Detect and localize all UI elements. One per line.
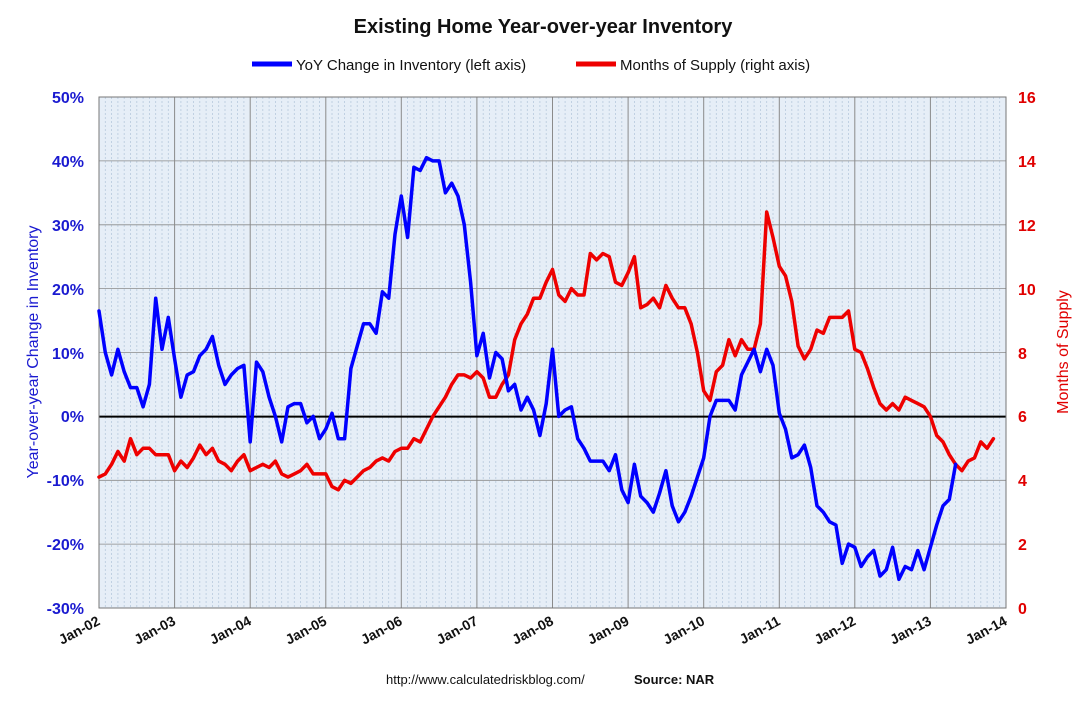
series-line-months-supply xyxy=(97,210,996,492)
x-tick-label: Jan-08 xyxy=(509,612,556,647)
x-tick-label: Jan-11 xyxy=(737,612,783,647)
legend-label-yoy: YoY Change in Inventory (left axis) xyxy=(296,57,526,74)
x-tick-label: Jan-04 xyxy=(207,612,254,647)
y-left-tick-label: 20% xyxy=(52,282,84,299)
y-left-tick-label: 0% xyxy=(61,409,84,426)
y-left-axis-title: Year-over-year Change in Inventory xyxy=(25,226,42,479)
y-right-tick-label: 12 xyxy=(1018,218,1036,235)
chart-title: Existing Home Year-over-year Inventory xyxy=(354,16,734,38)
y-left-tick-label: 50% xyxy=(52,90,84,107)
x-tick-label: Jan-14 xyxy=(963,612,1010,647)
y-right-tick-label: 2 xyxy=(1018,537,1027,554)
y-right-ticks: 16 14 12 10 8 6 4 2 0 xyxy=(1018,90,1036,618)
source-note: http://www.calculatedriskblog.com/ Sourc… xyxy=(386,672,715,687)
series-layer xyxy=(97,155,996,582)
y-left-tick-label: 10% xyxy=(52,346,84,363)
y-right-tick-label: 6 xyxy=(1018,409,1027,426)
y-right-tick-label: 14 xyxy=(1018,154,1036,171)
y-right-tick-label: 16 xyxy=(1018,90,1036,107)
y-right-tick-label: 8 xyxy=(1018,346,1027,363)
x-ticks: Jan-02 Jan-03 Jan-04 Jan-05 Jan-06 Jan-0… xyxy=(56,612,1010,647)
source-name: Source: NAR xyxy=(634,672,715,687)
x-tick-label: Jan-09 xyxy=(585,612,632,647)
x-tick-label: Jan-03 xyxy=(131,612,178,647)
y-left-tick-label: -30% xyxy=(47,601,84,618)
gridlines xyxy=(99,97,1006,608)
source-url: http://www.calculatedriskblog.com/ xyxy=(386,672,585,687)
x-tick-label: Jan-13 xyxy=(887,612,934,647)
x-tick-label: Jan-12 xyxy=(812,612,859,647)
legend-label-supply: Months of Supply (right axis) xyxy=(620,57,810,74)
x-tick-label: Jan-10 xyxy=(660,612,707,647)
x-tick-label: Jan-07 xyxy=(434,612,481,647)
y-right-tick-label: 10 xyxy=(1018,282,1036,299)
x-tick-label: Jan-06 xyxy=(358,612,405,647)
y-right-tick-label: 0 xyxy=(1018,601,1027,618)
y-left-tick-label: 40% xyxy=(52,154,84,171)
series-line-yoy-inventory xyxy=(97,155,958,582)
x-tick-label: Jan-05 xyxy=(283,612,330,647)
y-left-ticks: 50% 40% 30% 20% 10% 0% -10% -20% -30% xyxy=(47,90,84,618)
y-left-tick-label: -20% xyxy=(47,537,84,554)
legend: YoY Change in Inventory (left axis) Mont… xyxy=(252,57,810,74)
plot-border xyxy=(98,96,1007,609)
y-right-tick-label: 4 xyxy=(1018,473,1027,490)
y-left-tick-label: 30% xyxy=(52,218,84,235)
y-right-axis-title: Months of Supply xyxy=(1055,290,1072,414)
y-left-tick-label: -10% xyxy=(47,473,84,490)
